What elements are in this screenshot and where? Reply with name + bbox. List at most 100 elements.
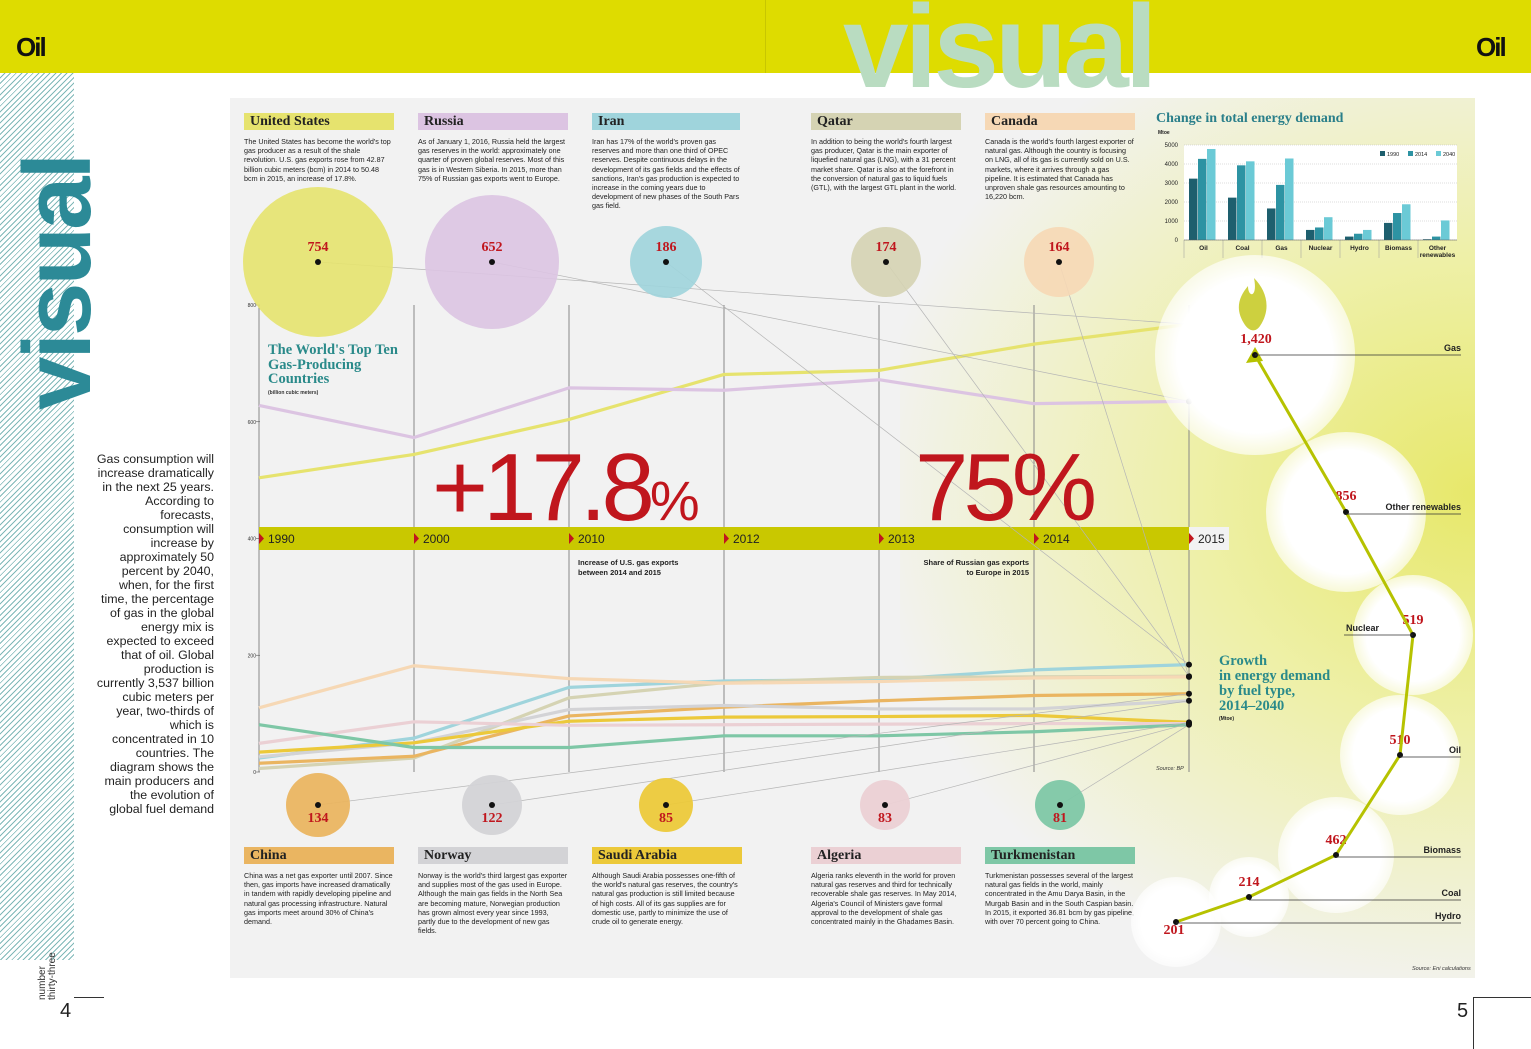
series-line-russia — [258, 378, 1190, 440]
growth-fuel-label: Biomass — [1423, 845, 1461, 855]
bar-nuclear-2040 — [1324, 217, 1333, 240]
country-description: Algeria ranks eleventh in the world for … — [811, 871, 957, 927]
country-name: Canada — [985, 113, 1135, 130]
year-marker — [879, 533, 884, 544]
country-description: Norway is the world's third largest gas … — [418, 871, 568, 936]
bar-oil-2014 — [1198, 158, 1207, 240]
endpoint-dot — [1186, 690, 1192, 697]
energy-demand-bar-chart: 0 1000 2000 3000 4000 5000 Mtoe Oil Coal Gas Nucle… — [1158, 130, 1457, 259]
country-name: Iran — [592, 113, 740, 130]
endpoint-dot — [1186, 661, 1192, 668]
stat-russia-share: 75% — [915, 434, 1097, 541]
bar-unit: Mtoe — [1158, 130, 1170, 136]
country-dot — [1057, 802, 1063, 808]
bar-y-tick: 1000 — [1165, 219, 1179, 225]
side-strip — [0, 73, 74, 1049]
country-value: 83 — [878, 811, 892, 826]
year-label: 1990 — [268, 532, 295, 546]
country-dot — [663, 802, 669, 808]
legend-swatch — [1408, 151, 1413, 156]
growth-value: 214 — [1238, 875, 1260, 890]
country-value: 754 — [307, 240, 329, 255]
connector-line — [665, 722, 1190, 806]
country-dot — [1056, 259, 1062, 265]
growth-fuel-label: Coal — [1441, 888, 1461, 898]
endpoint-dot — [1186, 721, 1192, 728]
bar-gas-2040 — [1285, 158, 1294, 240]
country-name: Algeria — [811, 847, 961, 864]
growth-fuel-label: Oil — [1448, 745, 1461, 755]
country-description: Canada is the world's fourth largest exp… — [985, 137, 1134, 202]
country-dot — [315, 802, 321, 808]
country-name: China — [244, 847, 394, 864]
connector-line — [885, 261, 1190, 677]
country-description: The United States has become the world's… — [244, 137, 391, 183]
page-number-left: 4 — [60, 1000, 72, 1022]
bar-y-tick: 2000 — [1165, 200, 1179, 206]
page-fold — [765, 0, 766, 73]
country-name: Qatar — [811, 113, 961, 130]
country-name: Turkmenistan — [985, 847, 1135, 864]
country-description: China was a net gas exporter until 2007.… — [244, 871, 393, 927]
country-description: In addition to being the world's fourth … — [811, 137, 957, 193]
growth-dot — [1246, 894, 1252, 900]
country-dot — [489, 802, 495, 808]
bar-hydro-2040 — [1363, 229, 1372, 240]
country-value: 81 — [1053, 811, 1067, 826]
year-label: 2000 — [423, 532, 450, 546]
year-label: 2013 — [888, 532, 915, 546]
growth-source: Source: Eni calculations — [1412, 966, 1471, 972]
connector-line — [317, 693, 1190, 806]
growth-dot — [1333, 852, 1339, 858]
bar-gas-2014 — [1276, 184, 1285, 240]
growth-value: 510 — [1389, 733, 1411, 748]
bar-y-tick: 4000 — [1165, 162, 1179, 168]
oil-logo-left: Oil — [16, 32, 47, 62]
bar-category-label: Gas — [1275, 245, 1288, 252]
series-line-china — [258, 692, 1190, 765]
y-tick-label: 600 — [248, 420, 257, 426]
main-chart-title: The World's Top Ten Gas-Producing Countr… — [268, 342, 398, 387]
bar-y-tick: 5000 — [1165, 143, 1179, 149]
main-chart-unit: (billion cubic meters) — [268, 390, 319, 396]
bar-biomass-2040 — [1402, 204, 1411, 240]
year-label: 2015 — [1198, 532, 1225, 546]
legend-swatch — [1436, 151, 1441, 156]
flame-icon — [1238, 278, 1267, 331]
bar-hydro-2014 — [1354, 233, 1363, 240]
stat-us-caption: Increase of U.S. gas exports between 201… — [578, 558, 679, 577]
country-description: Turkmenistan possesses several of the la… — [985, 871, 1135, 927]
year-marker — [569, 533, 574, 544]
connector-line — [1058, 261, 1190, 677]
country-description: Iran has 17% of the world's proven gas r… — [592, 137, 740, 211]
year-label: 2010 — [578, 532, 605, 546]
bar-category-label: Oil — [1199, 245, 1208, 252]
endpoint-dot — [1186, 697, 1192, 704]
bar-nuclear-1990 — [1306, 229, 1315, 240]
country-dot — [883, 259, 889, 265]
page-number-right: 5 — [1457, 1000, 1469, 1022]
bar-coal-2014 — [1237, 165, 1246, 240]
bar-plot-bg — [1184, 145, 1457, 240]
year-marker — [1034, 533, 1039, 544]
stat-russia-caption: Share of Russian gas exports to Europe i… — [923, 558, 1029, 577]
country-name: Russia — [418, 113, 568, 130]
bar-category-label: renewables — [1420, 252, 1456, 259]
series-line-saudi-arabia — [258, 713, 1190, 754]
growth-line — [1175, 354, 1415, 924]
country-name: Saudi Arabia — [592, 847, 742, 864]
country-value: 85 — [659, 811, 673, 826]
bar-coal-1990 — [1228, 197, 1237, 240]
bar-nuclear-2014 — [1315, 227, 1324, 240]
year-marker — [414, 533, 419, 544]
country-dot — [315, 259, 321, 265]
bar-other-renewables-2014 — [1432, 236, 1441, 240]
growth-fuel-label: Other renewables — [1385, 502, 1461, 512]
series-line-iran — [258, 662, 1190, 760]
bar-biomass-1990 — [1384, 222, 1393, 240]
growth-value: 201 — [1163, 923, 1185, 938]
side-footer — [0, 960, 74, 1049]
country-value: 186 — [655, 240, 677, 255]
series-line-canada — [258, 664, 1190, 710]
country-value: 174 — [875, 240, 897, 255]
